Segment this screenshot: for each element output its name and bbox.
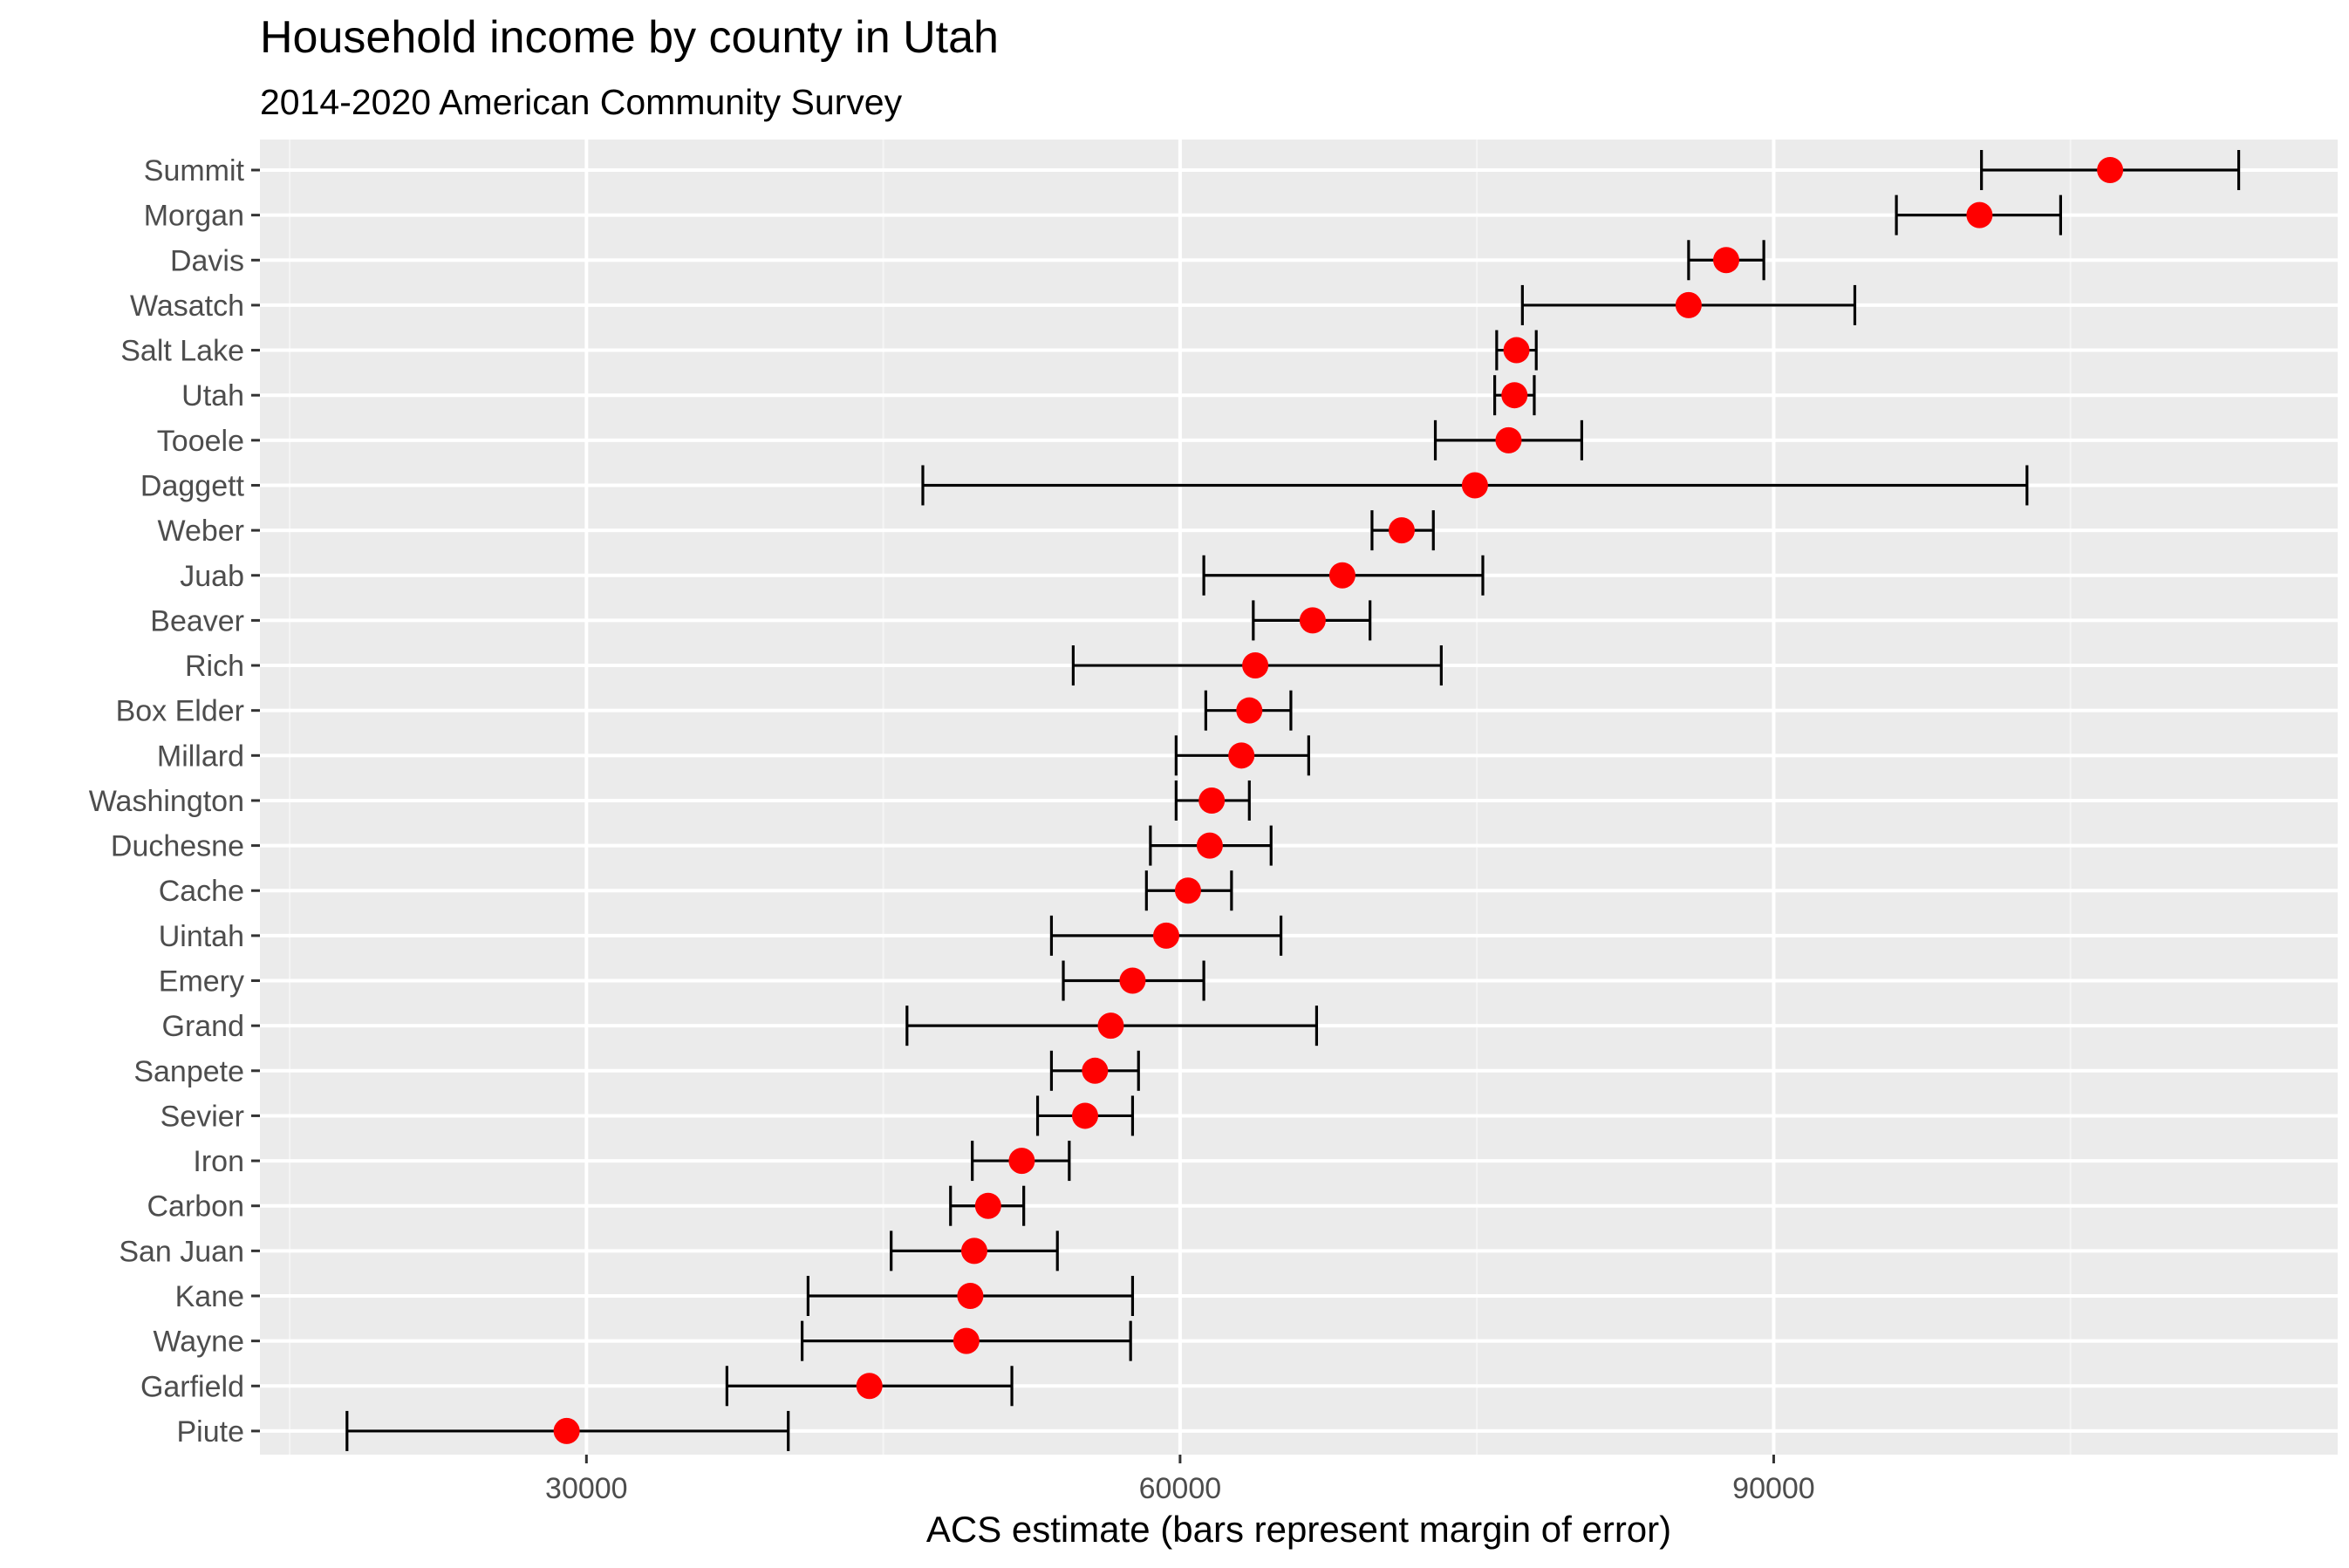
x-tick-label: 90000 [1732, 1472, 1815, 1505]
data-point [960, 1237, 987, 1265]
data-point [1196, 832, 1223, 859]
data-point [1119, 967, 1146, 994]
data-point [2097, 157, 2124, 183]
minor-gridlines [289, 140, 2072, 1455]
chart-title: Household income by county in Utah [260, 12, 999, 63]
data-point [1713, 247, 1740, 274]
county-label: Box Elder [116, 695, 244, 728]
data-point [1228, 742, 1255, 769]
y-axis: Summit Morgan Davis Wasatch Salt Lake Utah Too… [89, 154, 260, 1449]
data-point [1388, 517, 1415, 544]
x-tick-label: 60000 [1139, 1472, 1222, 1505]
county-label: Millard [157, 740, 244, 773]
county-label: Sanpete [133, 1055, 244, 1088]
data-point [1501, 382, 1528, 409]
county-label: Cache [159, 875, 244, 908]
county-label: Utah [181, 379, 244, 412]
data-point [1675, 291, 1702, 318]
data-point [1198, 787, 1226, 814]
data-point [974, 1192, 1001, 1219]
county-label: Iron [193, 1145, 244, 1178]
data-point [957, 1283, 984, 1309]
county-label: San Juan [119, 1235, 244, 1268]
county-label: Weber [157, 515, 244, 548]
data-point [1966, 201, 1993, 228]
county-label: Emery [159, 965, 244, 999]
data-point [856, 1373, 883, 1400]
data-point [1503, 337, 1530, 364]
county-label: Duchesne [111, 830, 244, 863]
chart-subtitle: 2014-2020 American Community Survey [260, 82, 903, 122]
x-tick-label: 30000 [545, 1472, 628, 1505]
x-axis-title: ACS estimate (bars represent margin of e… [926, 1509, 1671, 1550]
data-point [1242, 652, 1269, 679]
county-label: Rich [185, 650, 244, 683]
data-point [1495, 426, 1522, 453]
county-label: Davis [170, 244, 244, 277]
x-axis: 30000 60000 90000 [545, 1455, 1815, 1505]
county-label: Kane [175, 1280, 244, 1313]
county-label: Summit [144, 154, 245, 187]
county-label: Tooele [157, 425, 244, 458]
data-point [1328, 562, 1355, 589]
points-group [553, 157, 2124, 1444]
county-label: Uintah [159, 920, 244, 953]
data-point [1461, 472, 1488, 499]
county-label: Daggett [140, 469, 245, 502]
data-point [1299, 607, 1326, 634]
data-point [1236, 697, 1263, 724]
data-point [1097, 1012, 1124, 1040]
county-label: Carbon [147, 1190, 244, 1224]
data-point [1082, 1057, 1109, 1084]
county-label: Salt Lake [120, 335, 244, 368]
county-label: Morgan [144, 200, 244, 233]
county-label: Wayne [153, 1326, 244, 1359]
data-point [1153, 922, 1180, 949]
county-label: Wasatch [130, 290, 244, 323]
county-label: Sevier [160, 1100, 244, 1133]
data-point [553, 1417, 580, 1444]
county-label: Piute [177, 1415, 245, 1449]
county-label: Grand [162, 1010, 245, 1043]
county-label: Beaver [150, 604, 244, 637]
data-point [1071, 1102, 1098, 1129]
data-point [953, 1327, 980, 1354]
plot-panel [260, 140, 2338, 1455]
county-label: Garfield [140, 1370, 244, 1403]
data-point [1174, 877, 1201, 904]
county-label: Washington [89, 785, 244, 818]
data-point [1008, 1148, 1035, 1175]
county-label: Juab [180, 560, 244, 593]
